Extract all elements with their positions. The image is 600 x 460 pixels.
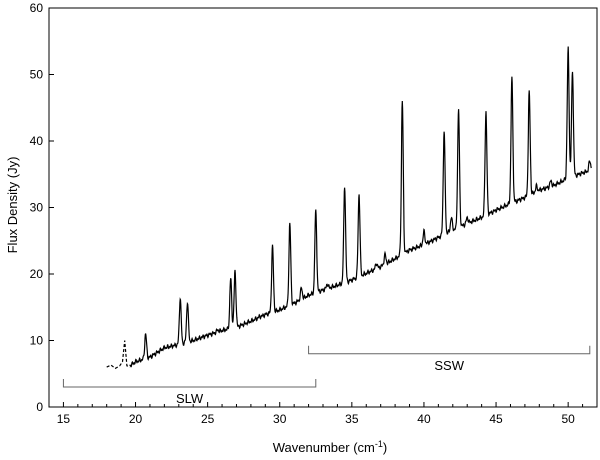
band-bracket-ssw [308, 345, 591, 355]
x-tick-label: 15 [57, 412, 71, 426]
y-tick-label: 0 [36, 400, 43, 414]
x-tick-label: 45 [489, 412, 503, 426]
y-tick-label: 30 [30, 201, 44, 215]
x-axis-label-text: Wavenumber [273, 440, 350, 455]
x-tick-label: 40 [417, 412, 431, 426]
band-label-ssw: SSW [434, 358, 464, 373]
band-bracket-slw [62, 379, 317, 388]
y-tick-label: 20 [30, 267, 44, 281]
x-axis-label-unit-exponent: -1 [375, 439, 383, 449]
x-tick-label: 20 [129, 412, 143, 426]
y-tick-label: 40 [30, 134, 44, 148]
plot-frame [48, 7, 598, 408]
x-axis-label-unit-close: ) [383, 440, 387, 455]
x-tick-label: 25 [201, 412, 215, 426]
spectrum-line-dashed [106, 340, 131, 370]
x-axis-label: Wavenumber (cm-1) [273, 439, 387, 455]
x-tick-label: 30 [273, 412, 287, 426]
y-tick-label: 10 [30, 334, 44, 348]
y-axis-label: Flux Density (Jy) [5, 157, 20, 254]
x-axis-label-unit: (cm [353, 440, 375, 455]
plot-area: 0 10 20 30 40 50 60 15 20 25 30 35 40 45 50 SLW SSW [30, 1, 598, 426]
x-tick-label: 35 [345, 412, 359, 426]
y-tick-label: 60 [30, 1, 44, 15]
band-label-slw: SLW [176, 391, 204, 406]
x-tick-label: 50 [561, 412, 575, 426]
y-tick-label: 50 [30, 68, 44, 82]
spectrum-line [129, 46, 592, 368]
